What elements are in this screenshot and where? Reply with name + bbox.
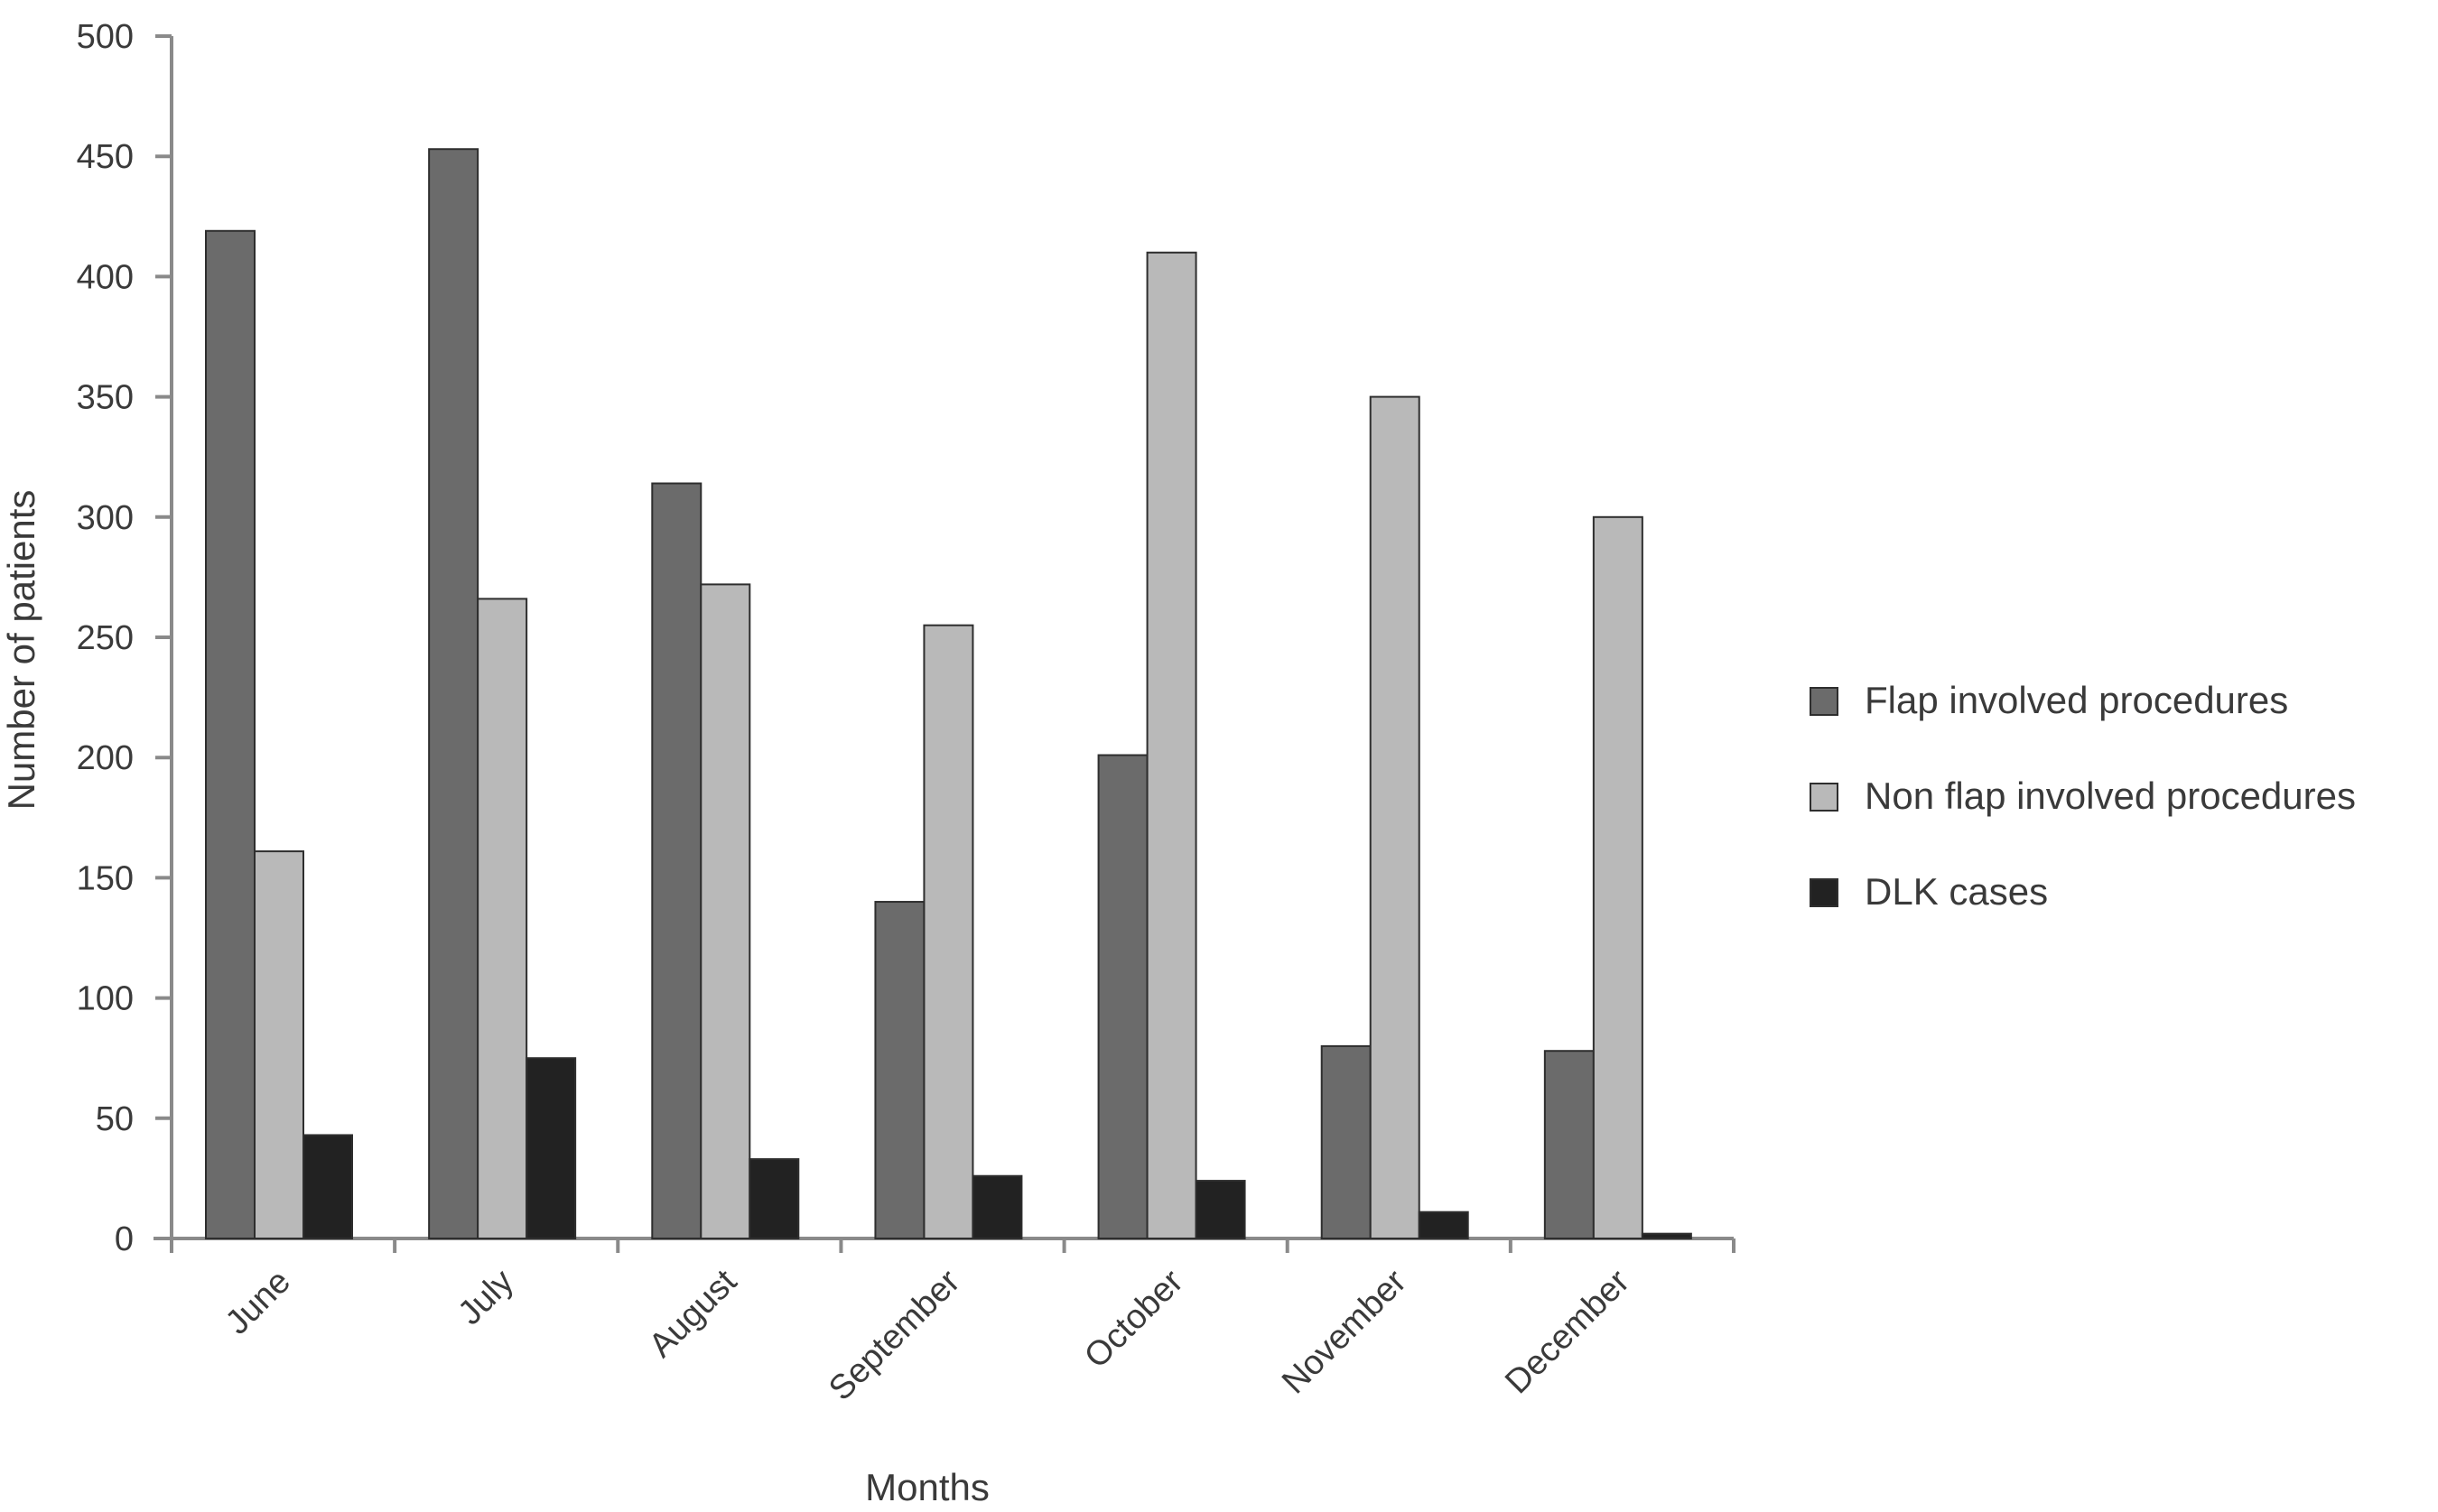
bar-flap-involved-procedures-december xyxy=(1543,1050,1595,1240)
legend-swatch xyxy=(1810,687,1838,716)
y-tick-label: 100 xyxy=(77,980,134,1018)
bar-dlk-cases-september xyxy=(972,1174,1023,1239)
bar-non-flap-involved-procedures-august xyxy=(700,583,751,1239)
x-tick-label: August xyxy=(642,1262,745,1365)
bar-non-flap-involved-procedures-december xyxy=(1592,515,1643,1239)
bar-dlk-cases-december xyxy=(1641,1232,1692,1239)
bar-flap-involved-procedures-august xyxy=(651,482,703,1239)
x-axis-title: Months xyxy=(865,1466,990,1507)
y-tick-label: 150 xyxy=(77,859,134,897)
bar-dlk-cases-july xyxy=(526,1057,577,1239)
bars xyxy=(205,148,1692,1240)
bar-flap-involved-procedures-june xyxy=(205,229,256,1239)
bar-dlk-cases-june xyxy=(302,1134,353,1239)
x-tick-label: July xyxy=(451,1263,521,1332)
bar-flap-involved-procedures-september xyxy=(874,901,926,1239)
y-tick-label: 400 xyxy=(77,258,134,296)
x-axis-ticks: June July August September October November De… xyxy=(170,1238,1735,1408)
y-tick-label: 50 xyxy=(96,1100,134,1138)
bar-non-flap-involved-procedures-june xyxy=(254,850,304,1239)
legend-label: DLK cases xyxy=(1865,870,2048,913)
bar-non-flap-involved-procedures-september xyxy=(923,624,974,1239)
legend-swatch xyxy=(1810,783,1838,812)
legend-label: Non flap involved procedures xyxy=(1865,775,2356,817)
legend-swatch xyxy=(1810,878,1838,907)
y-tick-label: 500 xyxy=(77,18,134,56)
x-tick-label: June xyxy=(219,1263,298,1342)
y-tick-label: 300 xyxy=(77,499,134,537)
y-tick-label: 0 xyxy=(115,1220,134,1258)
x-tick-label: November xyxy=(1275,1262,1414,1401)
x-tick-label: October xyxy=(1077,1262,1191,1376)
y-tick-label: 200 xyxy=(77,739,134,777)
y-tick-label: 350 xyxy=(77,379,134,417)
legend-label: Flap involved procedures xyxy=(1865,679,2288,721)
bar-dlk-cases-august xyxy=(749,1158,800,1240)
y-tick-label: 450 xyxy=(77,138,134,176)
x-tick-label: December xyxy=(1498,1262,1637,1401)
x-tick-label: September xyxy=(822,1262,967,1407)
bar-non-flap-involved-procedures-july xyxy=(477,598,528,1239)
bar-flap-involved-procedures-november xyxy=(1320,1044,1372,1239)
bar-flap-involved-procedures-october xyxy=(1097,754,1149,1239)
bar-non-flap-involved-procedures-october xyxy=(1146,251,1197,1239)
y-axis-ticks: 0 50 100 150 200 250 300 350 400 450 500 xyxy=(77,18,172,1258)
y-axis-title: Number of patients xyxy=(0,490,42,811)
bar-flap-involved-procedures-july xyxy=(428,148,479,1239)
bar-dlk-cases-november xyxy=(1418,1211,1469,1240)
legend: Flap involved procedures Non flap involve… xyxy=(1810,679,2356,913)
bar-dlk-cases-october xyxy=(1195,1180,1246,1239)
bar-non-flap-involved-procedures-november xyxy=(1369,395,1420,1240)
y-tick-label: 250 xyxy=(77,619,134,657)
